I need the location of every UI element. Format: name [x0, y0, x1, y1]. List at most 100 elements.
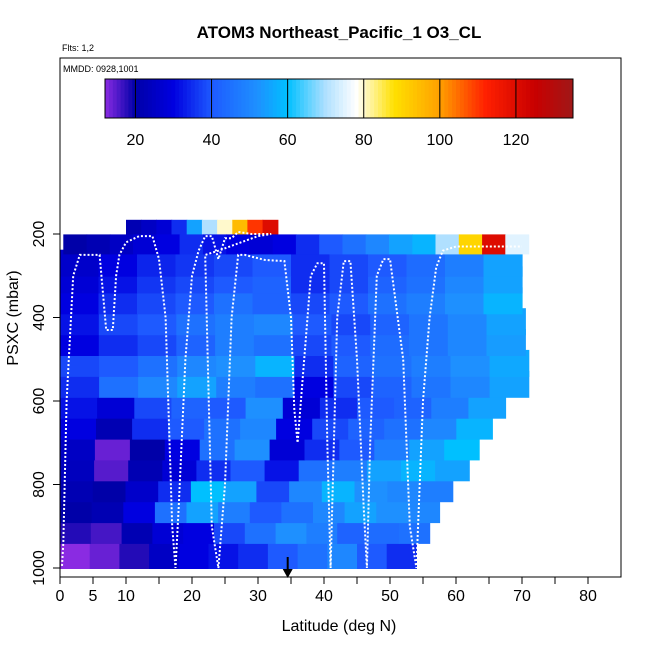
colorbar-segment — [264, 79, 270, 118]
colorbar-segment — [428, 79, 434, 118]
x-tick-label: 40 — [315, 588, 333, 605]
heatmap-cell — [435, 234, 460, 255]
x-tick-label: 0 — [56, 588, 65, 605]
heatmap-cell — [63, 234, 88, 255]
colorbar-tick-label: 40 — [203, 132, 221, 149]
colorbar-segment — [163, 79, 168, 118]
colorbar-segment — [495, 79, 500, 118]
colorbar-segment — [561, 79, 566, 118]
colorbar-segment — [245, 79, 250, 118]
colorbar-segment — [198, 79, 203, 118]
flights-note: Flts: 1,2 — [62, 43, 94, 53]
x-axis: 0 5 10 20 30 40 50 60 70 80 — [56, 577, 597, 605]
colorbar-segment — [167, 79, 172, 118]
colorbar-segment — [405, 79, 410, 118]
chart-title: ATOM3 Northeast_Pacific_1 O3_CL — [197, 23, 482, 42]
location-marker — [282, 557, 293, 578]
heatmap-cell — [458, 234, 483, 255]
colorbar-segment — [444, 79, 449, 118]
colorbar-segment — [112, 79, 118, 118]
colorbar-segment — [327, 79, 332, 118]
colorbar-segment — [229, 79, 235, 118]
colorbar-segment — [319, 79, 324, 118]
heatmap-cell — [297, 542, 328, 569]
heatmap-cell — [208, 542, 239, 569]
x-tick-label: 10 — [117, 588, 135, 605]
heatmap-cell — [389, 234, 413, 255]
y-tick-label: 400 — [31, 304, 48, 331]
colorbar-segment — [218, 79, 223, 118]
colorbar-segment — [545, 79, 551, 118]
colorbar-segment — [280, 79, 285, 118]
heatmap-cell — [238, 542, 269, 569]
colorbar-segment — [210, 79, 215, 118]
colorbar-segment — [237, 79, 242, 118]
colorbar-frame — [104, 78, 574, 119]
colorbar-segment — [268, 79, 274, 118]
colorbar-segment — [206, 79, 211, 118]
y-tick-label: 800 — [31, 471, 48, 498]
colorbar-segment — [463, 79, 469, 118]
colorbar-segment — [506, 79, 512, 118]
heatmap-cell — [156, 234, 181, 255]
y-axis-label: PSXC (mbar) — [5, 270, 22, 365]
colorbar-segment — [225, 79, 231, 118]
colorbar-segment — [128, 79, 133, 118]
x-tick-label: 60 — [447, 588, 465, 605]
heatmap-cell — [295, 234, 320, 255]
heatmap-cell — [249, 234, 274, 255]
colorbar-segment — [456, 79, 461, 118]
colorbar-segment — [120, 79, 125, 118]
colorbar-segment — [553, 79, 558, 118]
colorbar-segment — [140, 79, 145, 118]
heatmap-cell — [482, 234, 506, 255]
heatmap-cell — [327, 542, 358, 569]
colorbar-segment — [331, 79, 336, 118]
colorbar-segment — [186, 79, 192, 118]
colorbar-segment — [424, 79, 430, 118]
heatmap-cell — [119, 542, 150, 569]
colorbar-segment — [565, 79, 570, 118]
colorbar-segment — [452, 79, 457, 118]
x-tick-label: 30 — [249, 588, 267, 605]
heatmap-cell — [319, 234, 344, 255]
colorbar-tick-label: 60 — [279, 132, 297, 149]
colorbar-tick-label: 120 — [503, 132, 530, 149]
colorbar-segment — [303, 79, 309, 118]
heatmap-cell — [357, 542, 388, 569]
colorbar-segment — [233, 79, 239, 118]
x-tick-label: 70 — [513, 588, 531, 605]
colorbar-segment — [358, 79, 363, 118]
heatmap-cell — [86, 234, 111, 255]
colorbar-segment — [222, 79, 227, 118]
colorbar-segment — [393, 79, 398, 118]
x-axis-label: Latitude (deg N) — [282, 618, 397, 635]
heatmap-cell — [178, 542, 210, 569]
colorbar-segment — [366, 79, 371, 118]
colorbar-segment — [132, 79, 137, 118]
colorbar-segment — [370, 79, 375, 118]
colorbar-segment — [362, 79, 367, 118]
colorbar-segment — [159, 79, 164, 118]
colorbar-segment — [261, 79, 266, 118]
colorbar-segment — [136, 79, 141, 118]
colorbar-segment — [171, 79, 176, 118]
colorbar-segment — [498, 79, 504, 118]
y-tick-label: 600 — [31, 388, 48, 415]
colorbar-segment — [339, 79, 344, 118]
colorbar-segment — [510, 79, 515, 118]
colorbar: 20 40 60 80 100 120 — [104, 78, 574, 149]
colorbar-segment — [475, 79, 480, 118]
marker-arrow-head — [282, 569, 293, 578]
colorbar-segment — [569, 79, 574, 118]
colorbar-segment — [315, 79, 320, 118]
colorbar-segment — [144, 79, 149, 118]
heatmap-cell — [365, 234, 390, 255]
heatmap-cell — [109, 234, 134, 255]
flight-track-line — [61, 230, 522, 569]
heatmap-cell — [272, 234, 297, 255]
colorbar-segment — [530, 79, 535, 118]
colorbar-segment — [179, 79, 184, 118]
colorbar-segment — [381, 79, 387, 118]
colorbar-segment — [307, 79, 313, 118]
